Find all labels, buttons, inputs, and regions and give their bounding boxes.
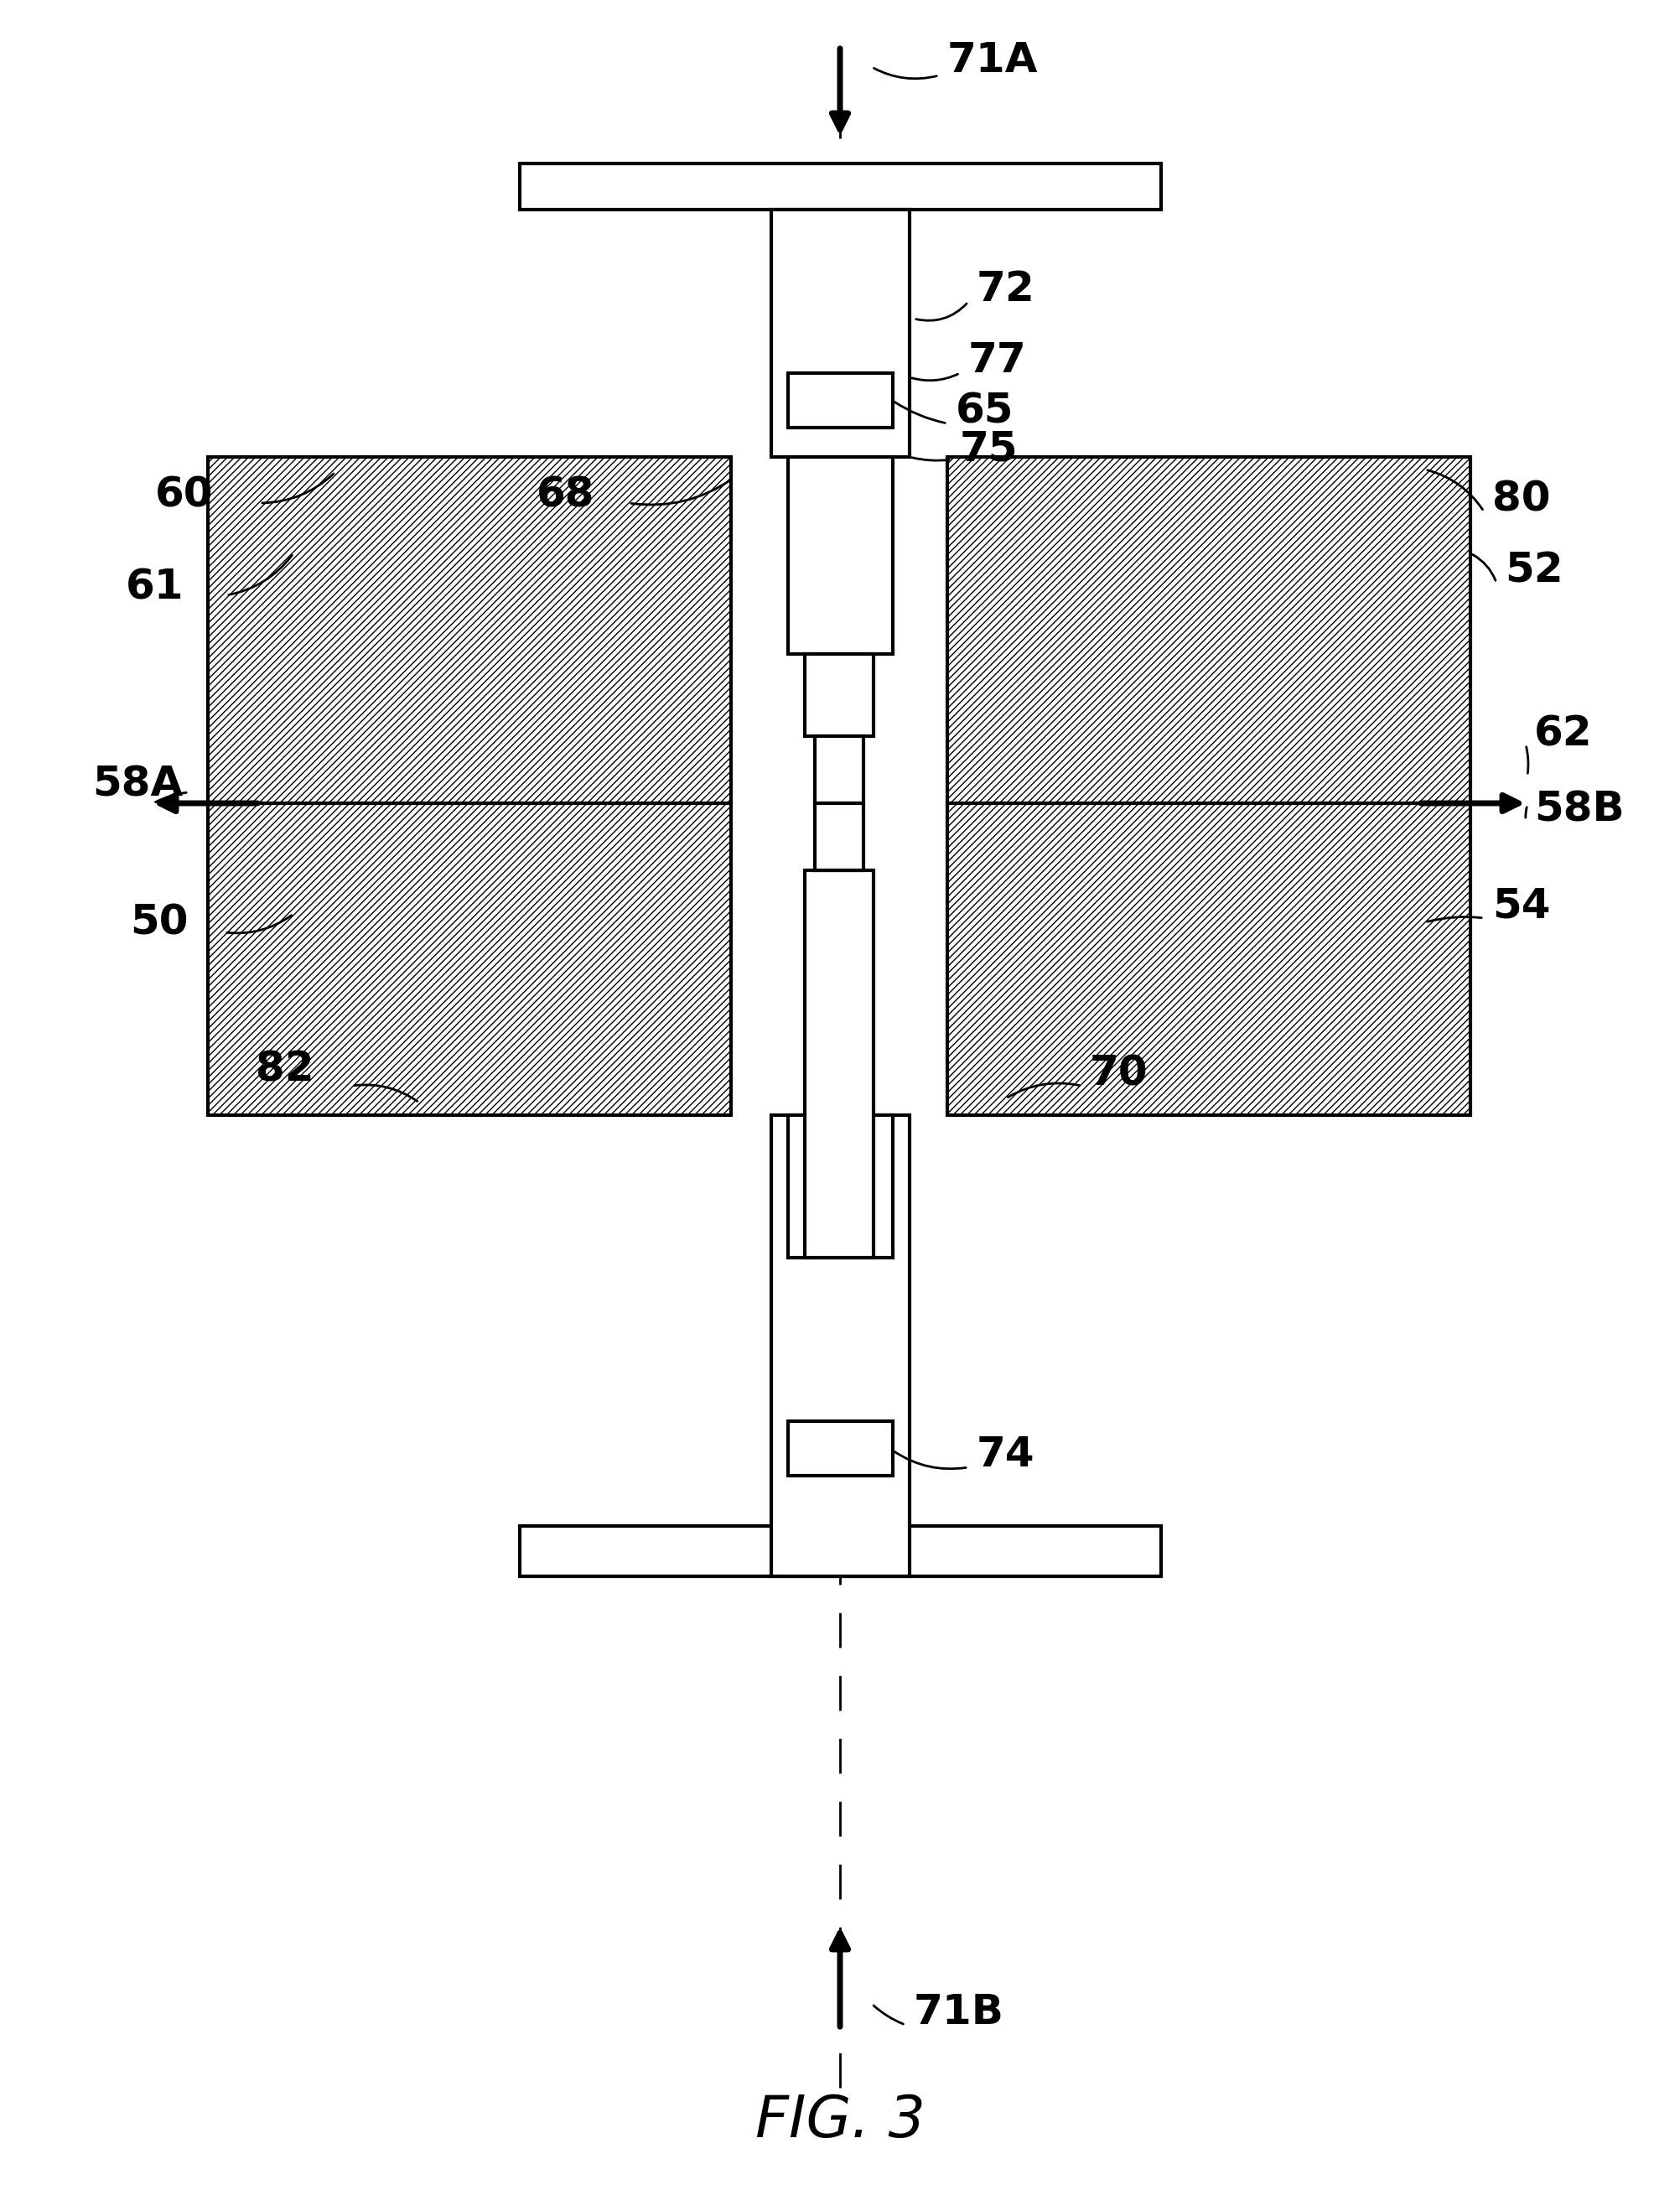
Bar xyxy=(815,736,864,804)
Text: 75: 75 xyxy=(959,428,1018,470)
Text: 58B: 58B xyxy=(1534,789,1625,830)
Bar xyxy=(771,1114,909,1575)
Bar xyxy=(788,457,892,653)
Text: 62: 62 xyxy=(1534,714,1593,754)
Bar xyxy=(208,457,731,804)
Text: 65: 65 xyxy=(956,391,1015,430)
Bar xyxy=(805,870,874,1259)
Bar xyxy=(771,210,909,457)
Text: 70: 70 xyxy=(1090,1053,1147,1092)
Bar xyxy=(948,457,1470,804)
Text: 50: 50 xyxy=(129,902,188,942)
Bar xyxy=(208,804,731,1114)
Text: FIG. 3: FIG. 3 xyxy=(754,2093,926,2150)
Text: 61: 61 xyxy=(126,566,185,607)
Text: 71B: 71B xyxy=(914,1993,1005,2032)
Bar xyxy=(815,804,864,870)
Text: 74: 74 xyxy=(976,1436,1035,1475)
Text: 72: 72 xyxy=(976,269,1035,310)
Bar xyxy=(519,1525,1161,1575)
Text: 77: 77 xyxy=(968,341,1026,380)
Text: 82: 82 xyxy=(255,1049,314,1088)
Text: 54: 54 xyxy=(1492,885,1551,926)
Bar xyxy=(788,374,892,428)
Bar xyxy=(788,1420,892,1475)
Text: 68: 68 xyxy=(536,474,595,516)
Bar xyxy=(948,804,1470,1114)
Bar xyxy=(519,164,1161,210)
Bar xyxy=(805,653,874,736)
Text: 58A: 58A xyxy=(92,765,183,804)
Text: 52: 52 xyxy=(1505,551,1562,590)
Text: 80: 80 xyxy=(1492,479,1551,520)
Text: 60: 60 xyxy=(155,474,213,516)
Text: 71A: 71A xyxy=(948,39,1038,81)
Bar xyxy=(788,1114,892,1259)
